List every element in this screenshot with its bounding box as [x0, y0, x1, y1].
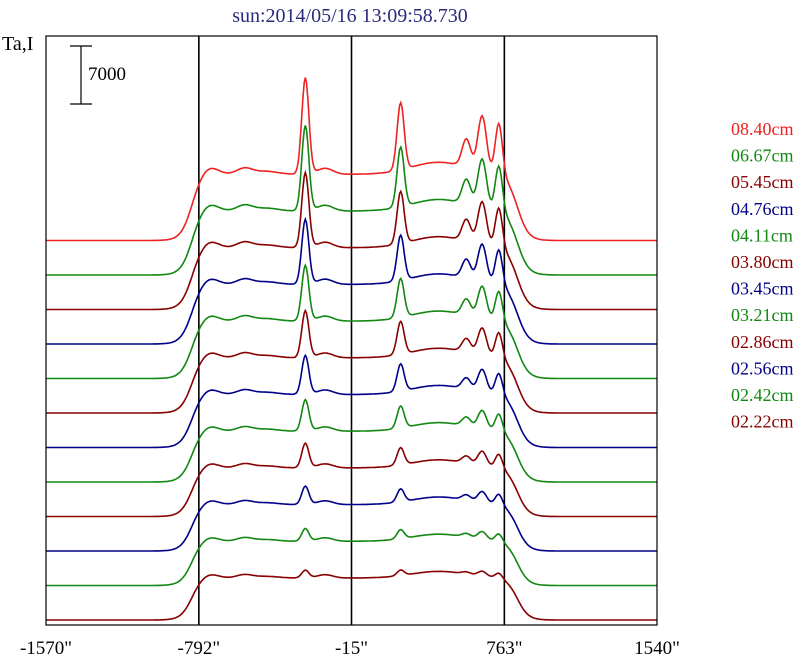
series-line-06.67cm	[46, 125, 657, 276]
legend-entry: 02.22cm	[731, 412, 794, 432]
legend-entry: 03.80cm	[731, 252, 794, 272]
legend-entry: 05.45cm	[731, 172, 794, 192]
legend-entry: 02.86cm	[731, 332, 794, 352]
series-line-02.22cm	[46, 569, 657, 621]
y-axis-label: Ta,I	[2, 33, 33, 55]
series-line-02.42cm	[46, 527, 657, 587]
legend-entry: 03.21cm	[731, 305, 794, 325]
legend-entry: 06.67cm	[731, 146, 794, 166]
series-line-05.45cm	[46, 169, 657, 311]
chart-title: sun:2014/05/16 13:09:58.730	[232, 5, 468, 27]
series-line-03.21cm	[46, 398, 657, 483]
plot-frame	[45, 35, 658, 626]
series-line-08.40cm	[46, 77, 657, 242]
series-line-03.80cm	[46, 308, 657, 414]
legend-entry: 02.42cm	[731, 385, 794, 405]
series-line-02.56cm	[46, 485, 657, 552]
x-tick-label: -15"	[335, 638, 368, 659]
series-line-03.45cm	[46, 353, 657, 449]
x-tick-label: -792"	[178, 638, 221, 659]
legend-entry: 03.45cm	[731, 279, 794, 299]
legend-entry: 04.76cm	[731, 199, 794, 219]
x-tick-label: 1540"	[634, 638, 680, 659]
legend-entry: 04.11cm	[731, 225, 793, 245]
scale-bar-label: 7000	[88, 64, 126, 85]
series-line-04.76cm	[46, 216, 657, 345]
x-tick-label: -1570"	[20, 638, 72, 659]
scale-bar: 7000	[70, 45, 126, 105]
series-line-02.86cm	[46, 442, 657, 518]
x-tick-label: 763"	[486, 638, 522, 659]
legend-entry: 02.56cm	[731, 358, 794, 378]
legend-entry: 08.40cm	[731, 119, 794, 139]
series-line-04.11cm	[46, 263, 657, 380]
